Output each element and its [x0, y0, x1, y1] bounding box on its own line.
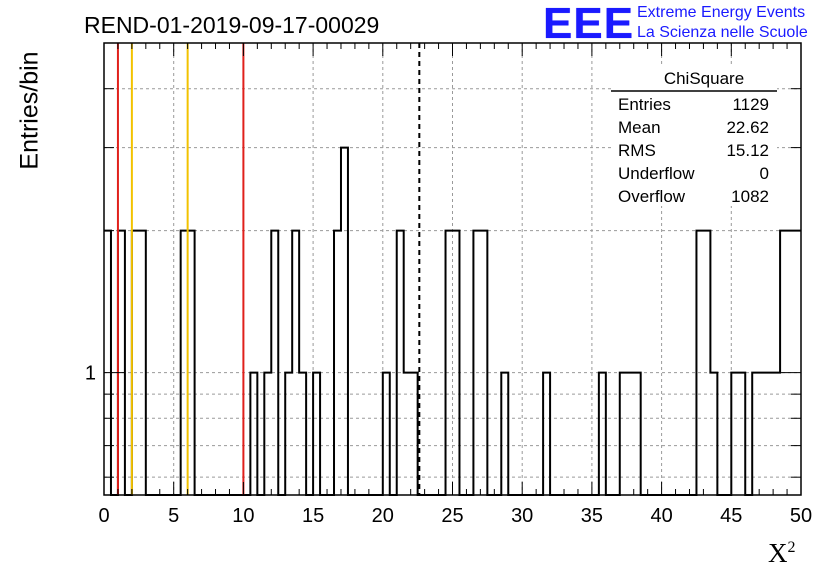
tick-layer: 0 5 10 15 20 25 30 35 40 45 50 1: [85, 42, 812, 527]
histogram-bin: [341, 148, 348, 495]
x-tick-label: 40: [650, 505, 672, 527]
vertical-lines-layer: [116, 43, 421, 495]
histogram-bin: [411, 373, 418, 495]
histogram-bin: [397, 231, 404, 495]
eee-logo: EEE: [543, 0, 635, 48]
stats-row-value: 15.12: [726, 141, 769, 160]
x-tick-label: 50: [790, 505, 812, 527]
x-tick-label: 15: [302, 505, 324, 527]
x-tick-label: 20: [372, 505, 394, 527]
stats-row-value: 0: [760, 164, 769, 183]
stats-box-background: [611, 66, 777, 206]
chart-title: REND-01-2019-09-17-00029: [84, 12, 380, 38]
x-tick-label: 5: [168, 505, 179, 527]
logo-tagline-2: La Scienza nelle Scuole: [637, 24, 808, 41]
x-tick-label: 45: [720, 505, 742, 527]
histogram-bin: [780, 231, 787, 495]
stats-row-label: Entries: [618, 95, 671, 114]
histogram-bin: [480, 231, 487, 495]
stats-row-value: 22.62: [726, 118, 769, 137]
stats-row-label: Mean: [618, 118, 661, 137]
histogram-bin: [620, 373, 627, 495]
stats-row-label: Underflow: [618, 164, 695, 183]
histogram-bin: [738, 373, 745, 495]
x-tick-label: 25: [441, 505, 463, 527]
histogram-bin: [446, 231, 453, 495]
histogram-bin: [104, 231, 111, 495]
x-tick-label: 30: [511, 505, 533, 527]
histogram-bin: [501, 373, 508, 495]
histogram-bin: [773, 373, 780, 495]
stats-title: ChiSquare: [664, 69, 744, 88]
histogram-bin: [634, 373, 641, 495]
histogram-bin: [710, 373, 717, 495]
histogram-bin: [313, 373, 320, 495]
histogram-bin: [132, 231, 139, 495]
stats-row-label: Overflow: [618, 187, 686, 206]
histogram-bin: [453, 231, 460, 495]
stats-row-value: 1082: [731, 187, 769, 206]
histogram-bin: [299, 373, 306, 495]
histogram-bin: [188, 231, 195, 495]
histogram-bin: [752, 373, 759, 495]
x-axis-label: X2: [768, 538, 796, 569]
logo-tagline-1: Extreme Energy Events: [637, 4, 806, 21]
x-axis-label-text: X: [768, 538, 788, 568]
histogram-bin: [599, 373, 606, 495]
histogram-bin: [139, 231, 146, 495]
y-tick-label: 1: [85, 363, 96, 385]
histogram-bin: [731, 373, 738, 495]
x-tick-label: 0: [98, 505, 109, 527]
histogram-bin: [766, 373, 773, 495]
histogram-bin: [118, 231, 125, 495]
x-tick-label: 10: [232, 505, 254, 527]
histogram-bin: [383, 373, 390, 495]
histogram-bin: [696, 231, 703, 495]
histogram-bin: [703, 231, 710, 495]
histogram-bin: [292, 231, 299, 495]
histogram-bin: [264, 373, 271, 495]
histogram-bin: [543, 373, 550, 495]
x-axis-label-superscript: 2: [787, 539, 796, 556]
histogram-bin: [473, 231, 480, 495]
histogram-bin: [181, 231, 188, 495]
histogram-bin: [250, 373, 257, 495]
histogram-bin: [404, 373, 411, 495]
stats-box: ChiSquare Entries 1129 Mean 22.62 RMS 15.12 Und…: [611, 66, 777, 206]
histogram-bin: [787, 231, 794, 495]
grid-layer: [104, 43, 801, 495]
histogram-bin: [627, 373, 634, 495]
stats-row-label: RMS: [618, 141, 656, 160]
x-tick-label: 35: [581, 505, 603, 527]
histogram-bin: [794, 231, 801, 495]
histogram-bin: [271, 231, 278, 495]
stats-row-value: 1129: [732, 95, 769, 114]
histogram-bin: [285, 373, 292, 495]
histogram-bin: [334, 231, 341, 495]
histogram-bin: [759, 373, 766, 495]
